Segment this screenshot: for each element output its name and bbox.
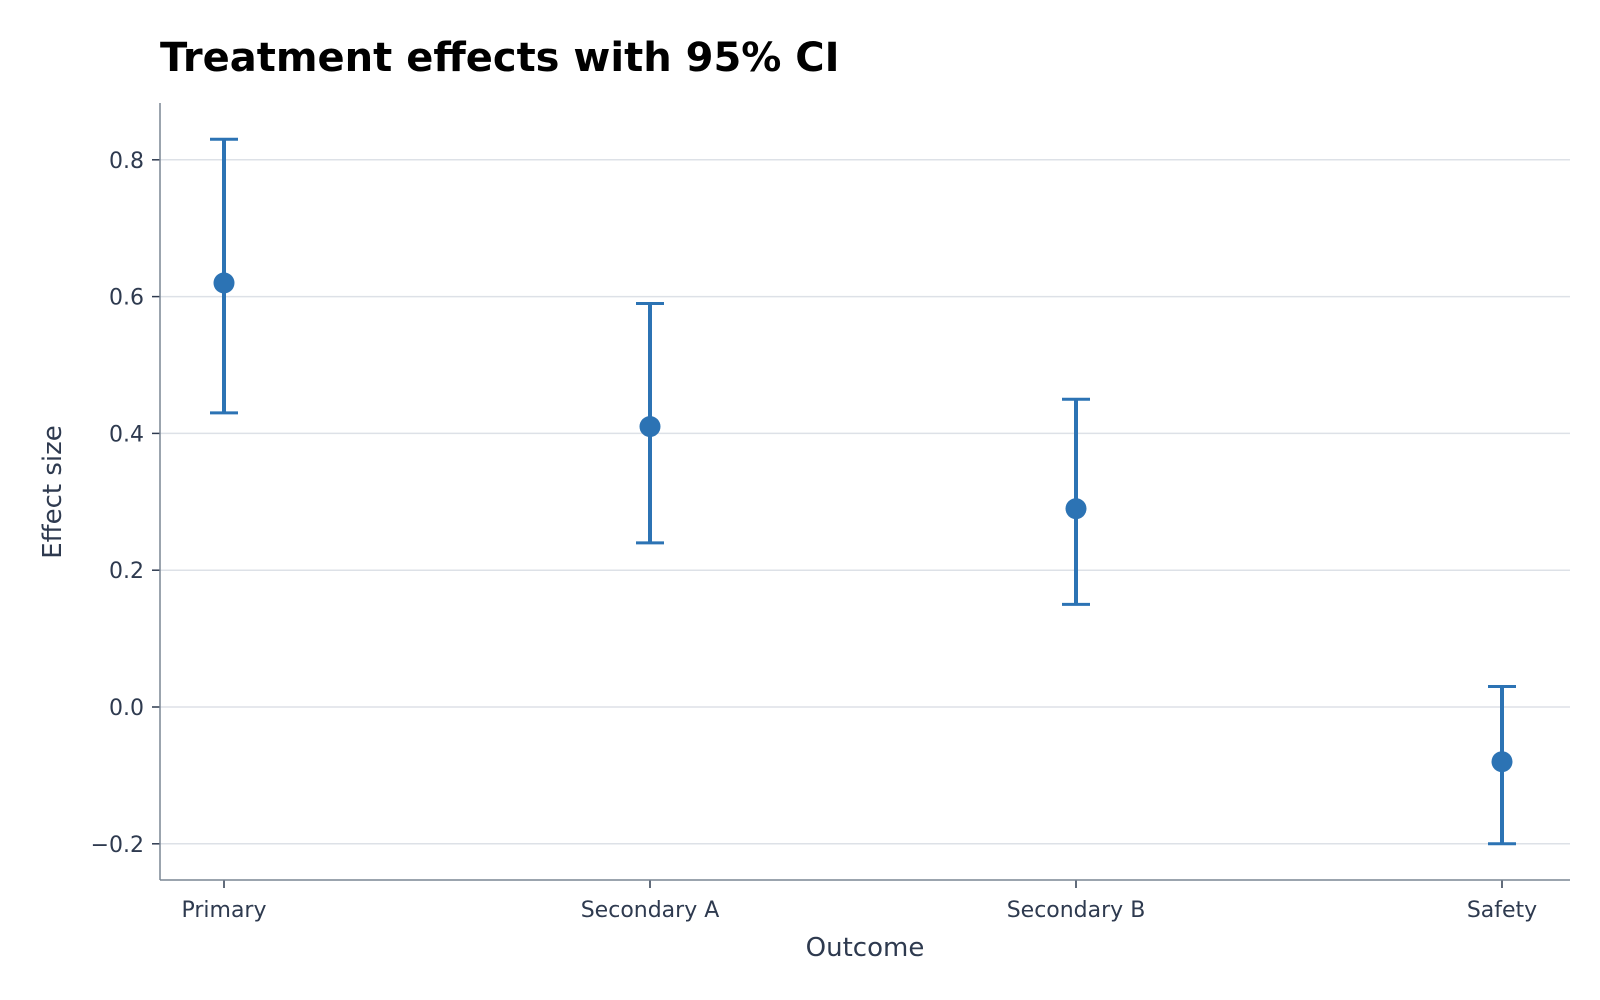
axis-ticks: −0.2 0.0 0.2 0.4 0.6 0.8 Primary Secondary A Sec…: [91, 149, 1538, 923]
x-tick-label: Safety: [1467, 898, 1537, 923]
y-tick-label: 0.2: [109, 559, 144, 584]
data-point: [1491, 751, 1513, 773]
y-axis-label: Effect size: [38, 425, 68, 559]
y-tick-label: 0.4: [109, 422, 144, 447]
y-tick-label: −0.2: [91, 833, 144, 858]
data-point: [639, 416, 661, 438]
data-marks: [210, 137, 1516, 846]
data-point: [1065, 498, 1087, 520]
y-tick-label: 0.8: [109, 149, 144, 174]
x-tick-label: Primary: [181, 898, 266, 923]
y-tick-label: 0.6: [109, 286, 144, 311]
chart-title: Treatment effects with 95% CI: [160, 35, 840, 81]
x-tick-label: Secondary A: [581, 898, 720, 923]
y-tick-label: 0.0: [109, 696, 144, 721]
x-tick-label: Secondary B: [1007, 898, 1146, 923]
data-point: [213, 272, 235, 294]
x-axis-label: Outcome: [806, 933, 925, 963]
grid-lines: [160, 159, 1570, 845]
